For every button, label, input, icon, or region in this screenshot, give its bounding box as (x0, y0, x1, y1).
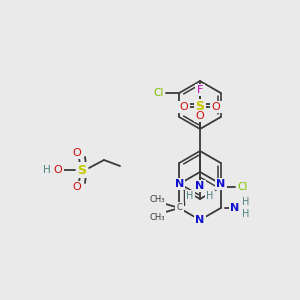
Text: N: N (216, 179, 225, 189)
Text: Cl: Cl (153, 88, 164, 98)
Text: N: N (195, 181, 205, 191)
Text: S: S (77, 164, 86, 176)
Text: H: H (186, 191, 194, 201)
Text: O: O (73, 148, 81, 158)
Text: H: H (43, 165, 51, 175)
Text: H: H (242, 209, 250, 219)
Text: O: O (196, 111, 204, 121)
Text: H: H (242, 197, 250, 207)
Text: N: N (175, 179, 184, 189)
Text: CH₃: CH₃ (149, 194, 165, 203)
Text: F: F (197, 85, 203, 95)
Text: CH₃: CH₃ (149, 212, 165, 221)
Text: O: O (54, 165, 62, 175)
Text: O: O (212, 102, 220, 112)
Text: O: O (73, 182, 81, 192)
Text: Cl: Cl (238, 182, 248, 192)
Text: H: H (206, 191, 214, 201)
Text: N: N (230, 203, 239, 213)
Text: N: N (195, 215, 205, 225)
Text: C: C (176, 203, 182, 212)
Text: S: S (196, 100, 205, 113)
Text: O: O (180, 102, 188, 112)
